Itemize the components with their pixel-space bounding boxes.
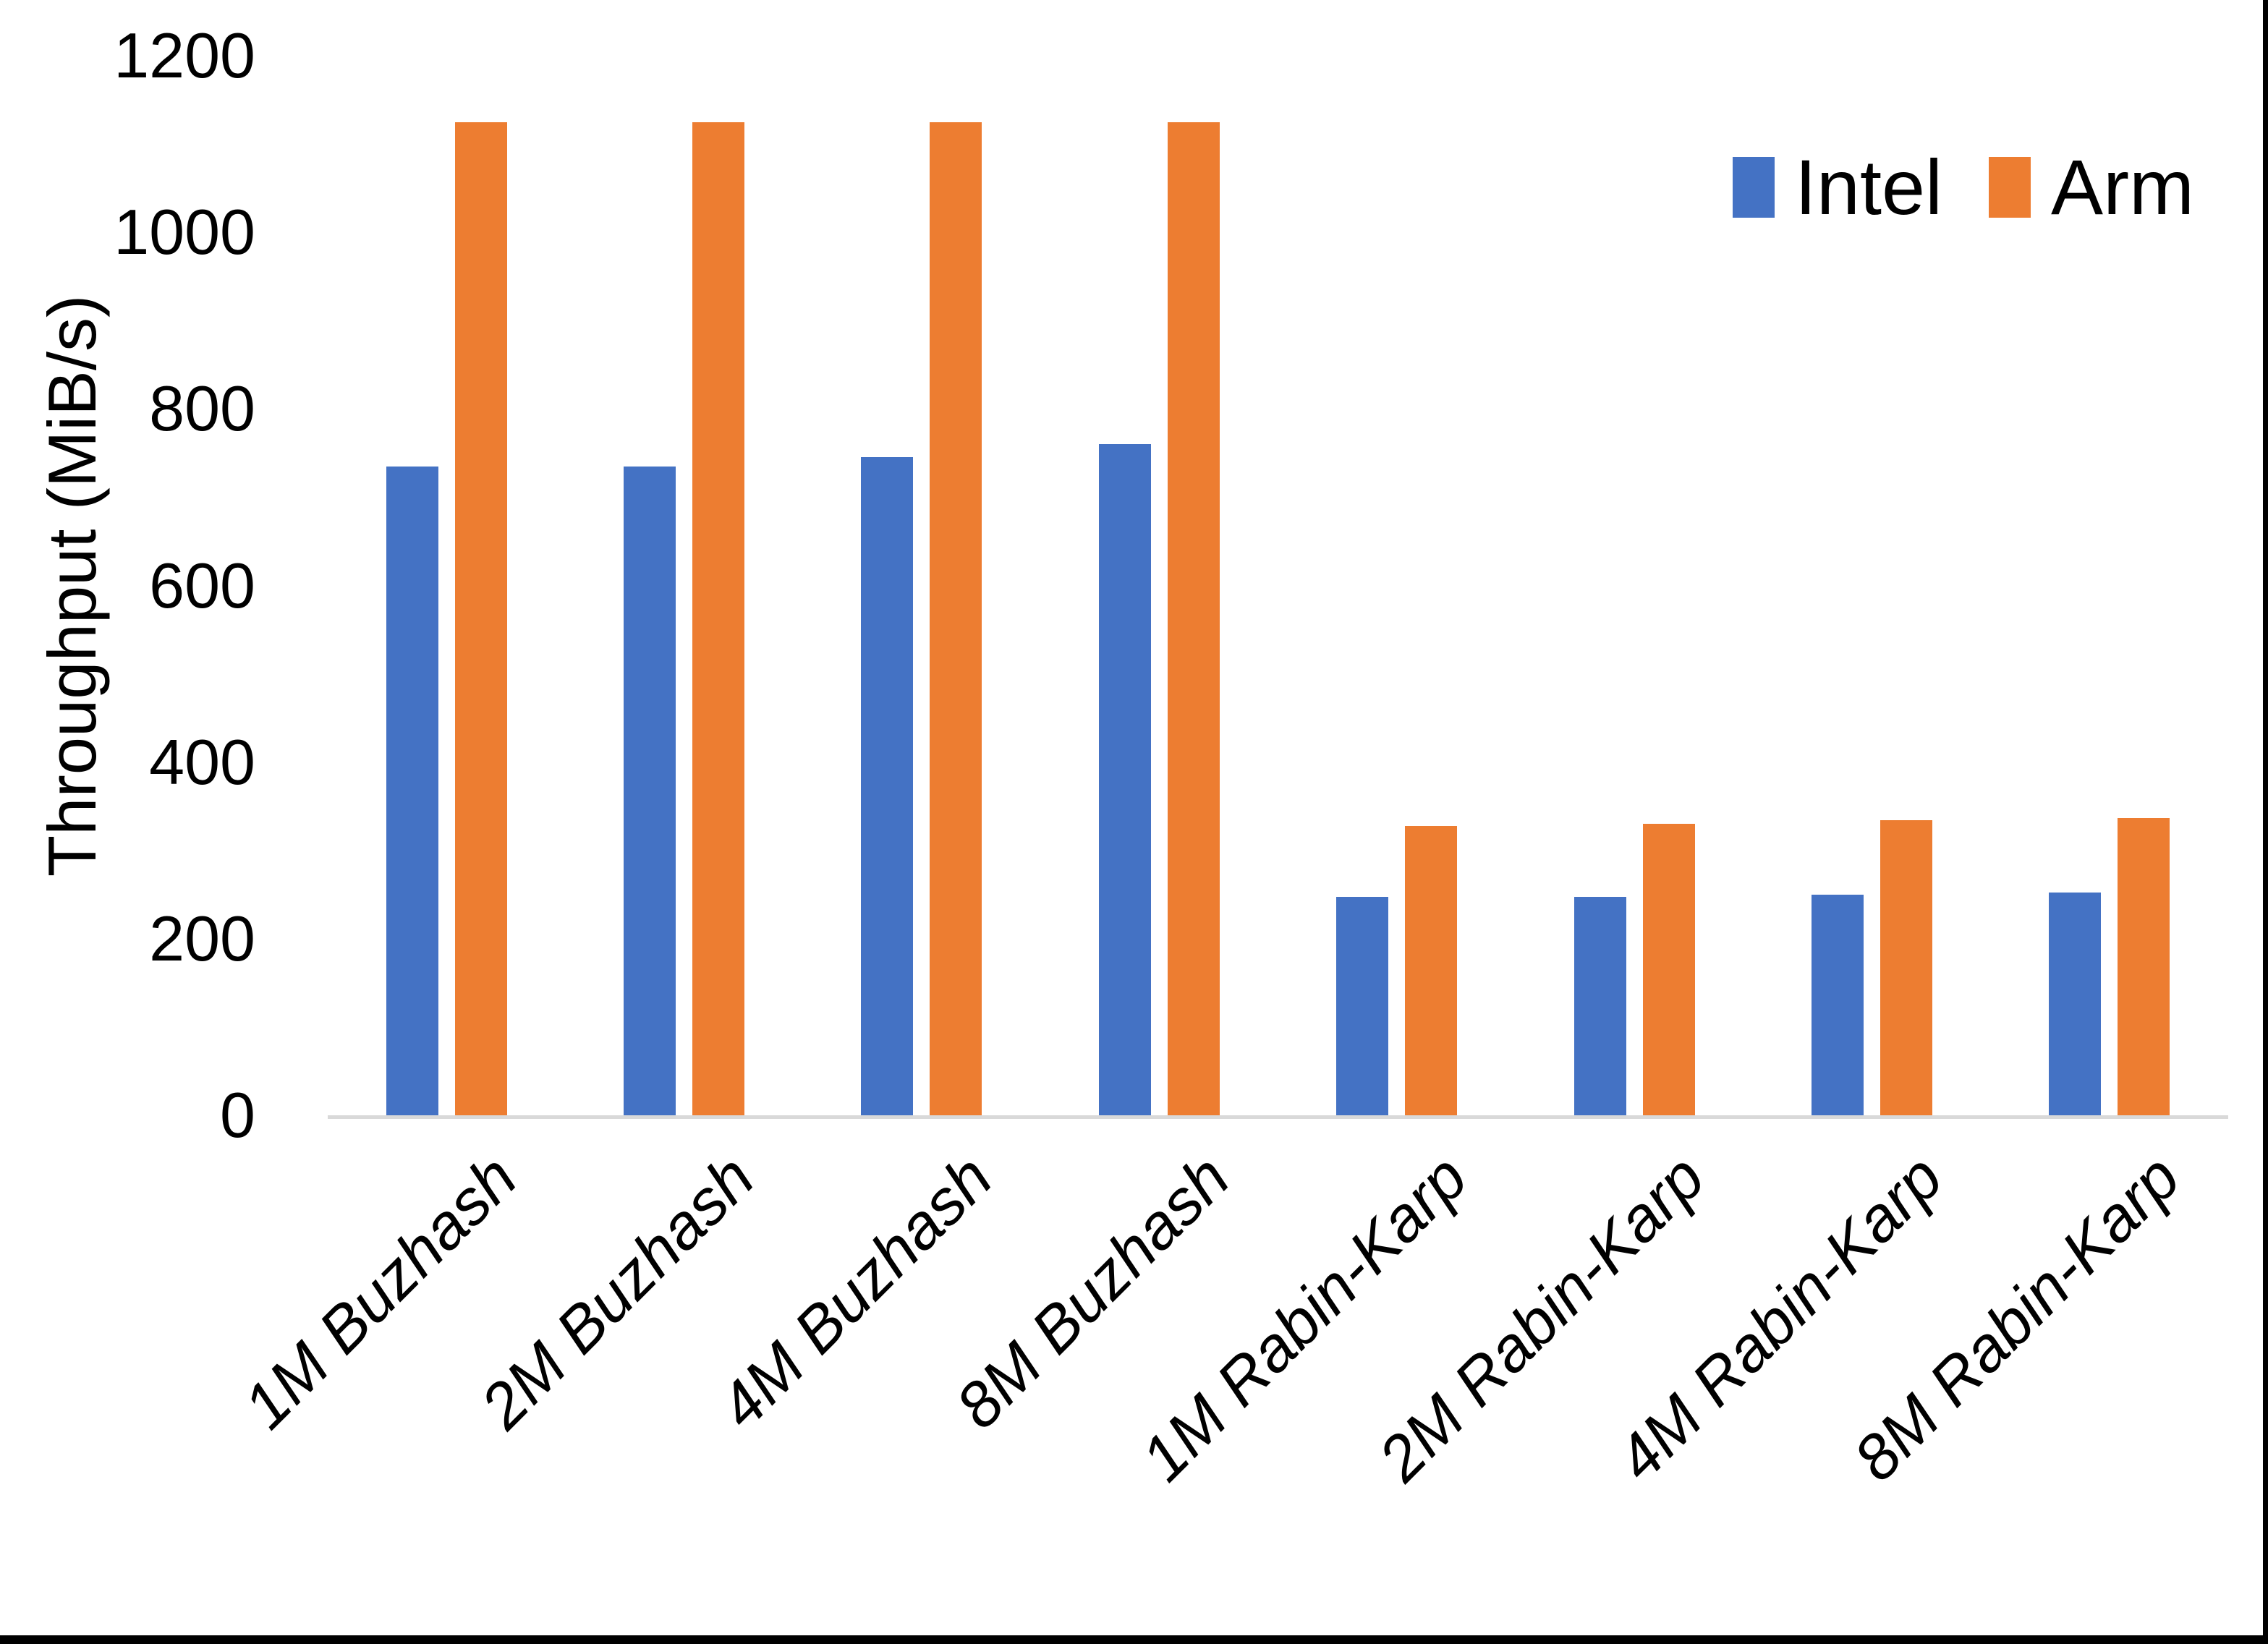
bar-arm-1m-rabin-karp — [1405, 826, 1458, 1115]
legend-swatch-arm-icon — [1989, 157, 2031, 218]
bar-group-1m-buzhash — [328, 56, 565, 1115]
y-axis-tick-label: 1000 — [114, 196, 255, 268]
legend-item-arm: Arm — [1989, 148, 2194, 226]
bar-intel-2m-rabin-karp — [1573, 897, 1626, 1115]
bar-intel-1m-buzhash — [386, 467, 438, 1115]
y-axis-tick-label: 0 — [220, 1079, 255, 1151]
bar-group-4m-buzhash — [803, 56, 1040, 1115]
bar-intel-2m-buzhash — [624, 467, 676, 1115]
legend-label-arm: Arm — [2051, 143, 2194, 231]
bar-intel-8m-buzhash — [1098, 444, 1151, 1115]
legend-item-intel: Intel — [1732, 143, 1943, 231]
bar-arm-2m-buzhash — [692, 122, 745, 1115]
x-axis-label-cell: 8M Rabin-Karp — [1840, 1141, 2228, 1607]
bar-arm-8m-buzhash — [1167, 122, 1220, 1115]
legend: Intel Arm — [1732, 143, 2194, 231]
bar-intel-8m-rabin-karp — [2049, 893, 2102, 1115]
bar-intel-1m-rabin-karp — [1336, 897, 1389, 1115]
legend-label-intel: Intel — [1794, 143, 1943, 231]
legend-swatch-intel-icon — [1732, 157, 1775, 218]
bar-arm-2m-rabin-karp — [1642, 824, 1695, 1115]
bar-arm-4m-buzhash — [930, 122, 982, 1115]
bar-group-1m-rabin-karp — [1278, 56, 1516, 1115]
y-axis-tick-label: 800 — [149, 372, 255, 445]
bar-group-4m-rabin-karp — [1753, 56, 1990, 1115]
bar-group-8m-rabin-karp — [1991, 56, 2228, 1115]
y-axis-tick-label: 600 — [149, 549, 255, 621]
bar-arm-8m-rabin-karp — [2118, 818, 2170, 1115]
bar-arm-1m-buzhash — [454, 122, 507, 1115]
bar-group-2m-buzhash — [565, 56, 802, 1115]
y-axis-tick-label: 200 — [149, 902, 255, 974]
plot-area — [328, 56, 2228, 1115]
bar-intel-4m-rabin-karp — [1811, 895, 1864, 1115]
x-axis-labels: 1M Buzhash 2M Buzhash 4M Buzhash 8M Buzhash… — [229, 1141, 2228, 1607]
x-axis-line — [328, 1115, 2228, 1119]
bar-group-2m-rabin-karp — [1516, 56, 1753, 1115]
y-axis-tick-label: 1200 — [114, 20, 255, 91]
bar-intel-4m-buzhash — [861, 457, 914, 1115]
y-axis-tick-label: 400 — [149, 725, 255, 798]
bar-arm-4m-rabin-karp — [1880, 820, 1932, 1115]
bar-group-8m-buzhash — [1040, 56, 1278, 1115]
